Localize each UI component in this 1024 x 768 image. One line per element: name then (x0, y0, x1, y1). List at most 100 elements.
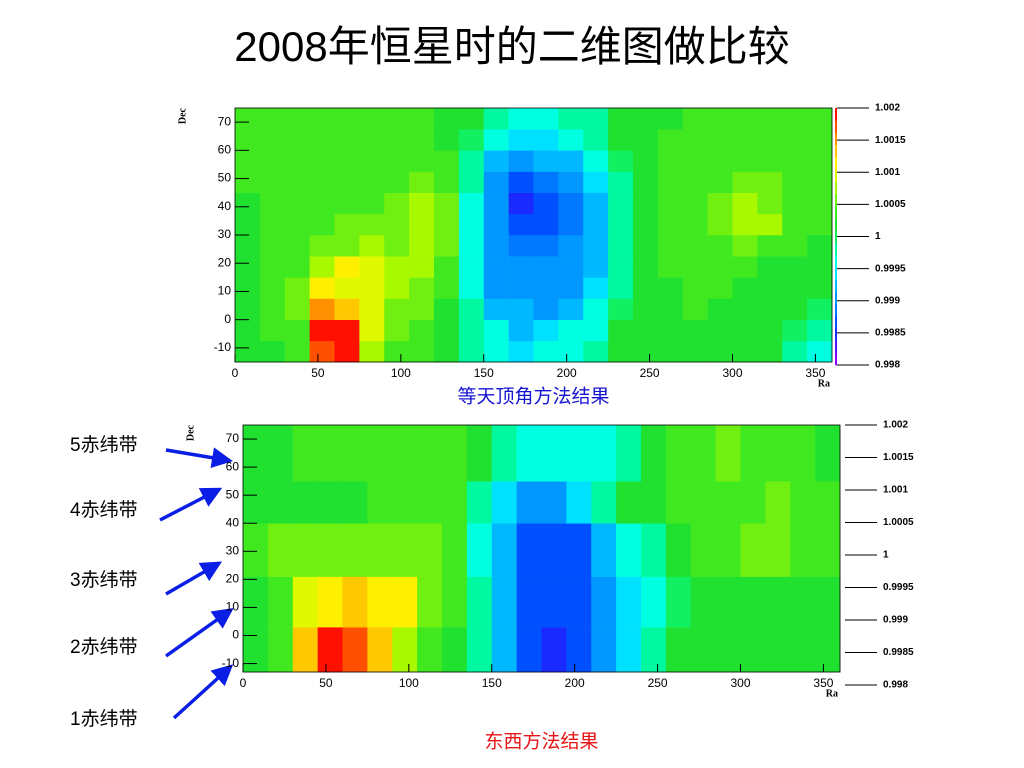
heat-cell (342, 576, 368, 628)
heat-cell (267, 481, 294, 524)
heat-cell (757, 150, 783, 172)
x-tick-label: 300 (730, 676, 750, 690)
heat-cell (633, 319, 659, 342)
heat-cell (682, 277, 708, 299)
heat-cell (434, 235, 460, 257)
heat-cell (682, 129, 708, 151)
heat-cell (458, 213, 485, 236)
heat-cell (367, 481, 393, 524)
y-tick-label: 50 (218, 171, 232, 185)
heat-cell (409, 108, 435, 130)
heat-cell (757, 108, 783, 130)
y-tick-label: 20 (218, 255, 232, 269)
heat-cell (566, 523, 592, 577)
colorbar-label: 1 (875, 231, 881, 242)
heat-cell (665, 576, 692, 628)
heat-cell (807, 235, 833, 257)
heat-cell (235, 129, 261, 151)
heat-cell (367, 576, 393, 628)
heat-cell (782, 150, 808, 172)
heat-cell (732, 235, 758, 257)
heat-cell (657, 129, 684, 151)
heat-cell (442, 425, 468, 482)
heat-cell (409, 192, 435, 215)
heat-cell (292, 425, 318, 482)
colorbar-swatch (835, 169, 837, 182)
heat-cell (591, 576, 617, 628)
plot-frame (242, 424, 841, 673)
heat-cell (715, 523, 741, 577)
heat-cell (732, 108, 758, 130)
heat-cell (583, 171, 609, 193)
heat-cell (707, 150, 733, 172)
heat-cell (284, 129, 310, 151)
x-tick-label: 50 (319, 676, 333, 690)
heat-cell (284, 171, 310, 193)
colorbar-label: 1.0005 (883, 517, 914, 528)
colorbar-swatch (835, 303, 837, 317)
heat-cell (259, 129, 286, 151)
heat-cell (309, 235, 335, 257)
heat-cell (259, 108, 286, 130)
heat-cell (243, 481, 269, 524)
annotation: 3赤纬带 (70, 569, 138, 591)
heat-cell (740, 576, 766, 628)
heat-cell (633, 340, 659, 363)
heat-cell (707, 171, 733, 193)
heat-cell (309, 108, 335, 130)
x-tick-label: 100 (399, 676, 419, 690)
x-tick-label: 350 (813, 676, 833, 690)
heat-cell (616, 576, 642, 628)
heat-cell (359, 340, 385, 363)
heat-cell (682, 235, 708, 257)
x-tick-label: 200 (557, 366, 577, 380)
heat-cell (608, 319, 634, 342)
heat-cell (558, 235, 584, 257)
y-tick-label: 40 (226, 515, 240, 529)
heat-cell (309, 150, 335, 172)
heat-cell (757, 235, 783, 257)
heat-cell (657, 256, 684, 278)
x-tick-label: 150 (474, 366, 494, 380)
colorbar-swatch (835, 267, 837, 280)
heat-cell (782, 277, 808, 299)
heat-cell (235, 256, 261, 278)
colorbar-label: 1.0015 (875, 135, 906, 146)
heat-cell (309, 129, 335, 151)
heat-cell (583, 213, 609, 236)
heat-cell (384, 235, 410, 257)
heat-cell (715, 576, 741, 628)
heat-cell (458, 129, 485, 151)
heat-cell (483, 213, 509, 236)
colorbar-swatch (835, 193, 837, 207)
heat-cell (541, 481, 567, 524)
heat-cell (541, 627, 567, 673)
heat-cell (608, 235, 634, 257)
heat-cell (690, 627, 716, 673)
heat-cell (641, 523, 667, 577)
heat-cell (334, 213, 360, 236)
heat-cell (657, 319, 684, 342)
heat-cell (516, 481, 542, 524)
heat-cell (434, 129, 460, 151)
heat-cell (591, 627, 617, 673)
heat-cell (359, 192, 385, 215)
heat-cell (782, 108, 808, 130)
heat-cell (732, 319, 758, 342)
x-tick-label: 250 (648, 676, 668, 690)
heat-cell (334, 298, 360, 320)
heat-cell (682, 340, 708, 363)
heat-cell (633, 192, 659, 215)
heat-cell (740, 627, 766, 673)
heat-cell (558, 171, 584, 193)
heat-cell (757, 340, 783, 363)
heat-cell (392, 481, 418, 524)
heat-cell (757, 129, 783, 151)
y-axis-label: Dec (185, 424, 196, 441)
heat-cell (707, 108, 733, 130)
heat-cell (533, 235, 559, 257)
heat-cell (682, 319, 708, 342)
heat-cell (235, 213, 261, 236)
heat-cell (235, 192, 261, 215)
colorbar-swatch (835, 316, 837, 329)
